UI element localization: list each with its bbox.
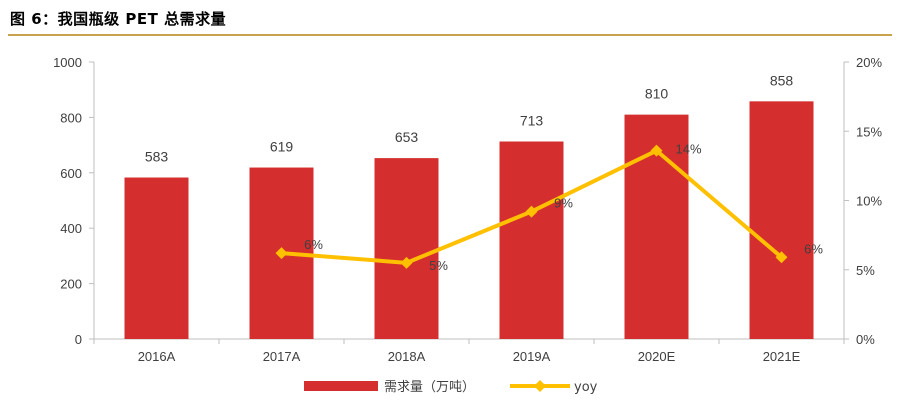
legend-line-label: yoy [574, 380, 598, 395]
bar-value-label: 858 [770, 72, 794, 88]
category-label: 2019A [513, 349, 551, 364]
category-label: 2020E [638, 349, 676, 364]
yoy-value-label: 6% [304, 237, 323, 252]
right-tick-label: 10% [856, 194, 882, 209]
category-label: 2018A [388, 349, 426, 364]
legend-bar-label: 需求量（万吨） [384, 380, 475, 395]
legend-bar-swatch [304, 381, 378, 391]
yoy-value-label: 9% [554, 196, 573, 211]
left-tick-label: 1000 [53, 55, 82, 70]
yoy-value-label: 5% [429, 258, 448, 273]
bar-value-label: 713 [520, 112, 544, 128]
title-rule [8, 34, 892, 36]
left-tick-label: 200 [60, 277, 82, 292]
left-tick-label: 0 [75, 332, 82, 347]
left-tick-label: 600 [60, 166, 82, 181]
right-tick-label: 0% [856, 332, 875, 347]
bar [749, 101, 814, 339]
yoy-point [775, 251, 788, 264]
right-tick-label: 5% [856, 263, 875, 278]
yoy-point [400, 256, 413, 269]
right-tick-label: 15% [856, 124, 882, 139]
yoy-point [525, 205, 538, 218]
category-label: 2021E [763, 349, 801, 364]
right-tick-label: 20% [856, 55, 882, 70]
bar [374, 158, 439, 339]
yoy-point [650, 144, 663, 157]
yoy-point [275, 247, 288, 260]
bar-value-label: 583 [145, 149, 169, 165]
left-tick-label: 400 [60, 221, 82, 236]
legend-line-marker [534, 380, 546, 392]
bar [124, 177, 189, 339]
yoy-value-label: 14% [675, 142, 701, 157]
bar-value-label: 653 [395, 129, 419, 145]
bar-value-label: 619 [270, 139, 294, 155]
chart-title: 图 6：我国瓶级 PET 总需求量 [10, 10, 227, 28]
left-tick-label: 800 [60, 110, 82, 125]
bar [499, 141, 564, 339]
category-label: 2016A [138, 349, 176, 364]
yoy-value-label: 6% [804, 241, 823, 256]
bar-value-label: 810 [645, 86, 669, 102]
category-label: 2017A [263, 349, 301, 364]
